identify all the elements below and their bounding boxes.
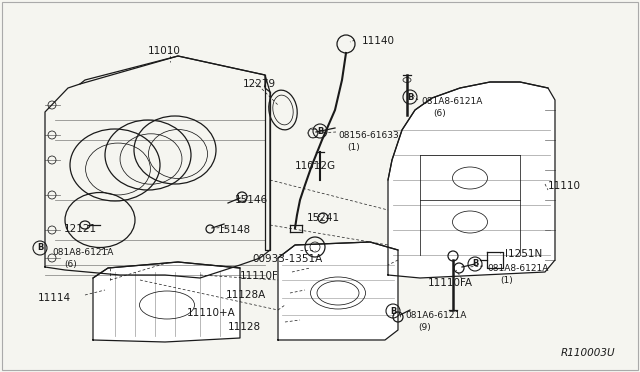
Text: 11128: 11128 — [228, 322, 261, 332]
Text: R110003U: R110003U — [561, 348, 615, 358]
Text: (1): (1) — [500, 276, 513, 285]
Text: (6): (6) — [64, 260, 77, 269]
Text: 11140: 11140 — [362, 36, 395, 46]
Text: 11110+A: 11110+A — [187, 308, 236, 318]
Text: (9): (9) — [418, 323, 431, 332]
Text: 12279: 12279 — [243, 79, 276, 89]
Text: 081A8-6121A: 081A8-6121A — [487, 264, 548, 273]
Text: 11114: 11114 — [38, 293, 71, 303]
Text: 15241: 15241 — [307, 213, 340, 223]
Text: (6): (6) — [433, 109, 445, 118]
Text: B: B — [317, 126, 323, 135]
Text: 11010: 11010 — [148, 46, 181, 56]
Text: 11128A: 11128A — [226, 290, 266, 300]
Text: 08156-61633: 08156-61633 — [338, 131, 399, 140]
Text: 12121: 12121 — [64, 224, 97, 234]
Text: B: B — [37, 244, 43, 253]
Text: 11110: 11110 — [548, 181, 581, 191]
Text: 081A6-6121A: 081A6-6121A — [405, 311, 467, 320]
Text: 11012G: 11012G — [295, 161, 336, 171]
Text: B: B — [407, 93, 413, 102]
Text: 11110FA: 11110FA — [428, 278, 473, 288]
Polygon shape — [278, 242, 398, 340]
Polygon shape — [93, 262, 240, 342]
Polygon shape — [388, 82, 555, 278]
Text: 15148: 15148 — [218, 225, 251, 235]
Text: 11110F: 11110F — [240, 271, 279, 281]
Text: (1): (1) — [347, 143, 360, 152]
Text: 081A8-6121A: 081A8-6121A — [421, 97, 483, 106]
Text: B: B — [390, 307, 396, 315]
Text: 15146: 15146 — [235, 195, 268, 205]
Text: 081A8-6121A: 081A8-6121A — [52, 248, 113, 257]
Text: I1251N: I1251N — [505, 249, 542, 259]
Text: 00933-1351A: 00933-1351A — [252, 254, 323, 264]
Text: B: B — [472, 260, 478, 269]
